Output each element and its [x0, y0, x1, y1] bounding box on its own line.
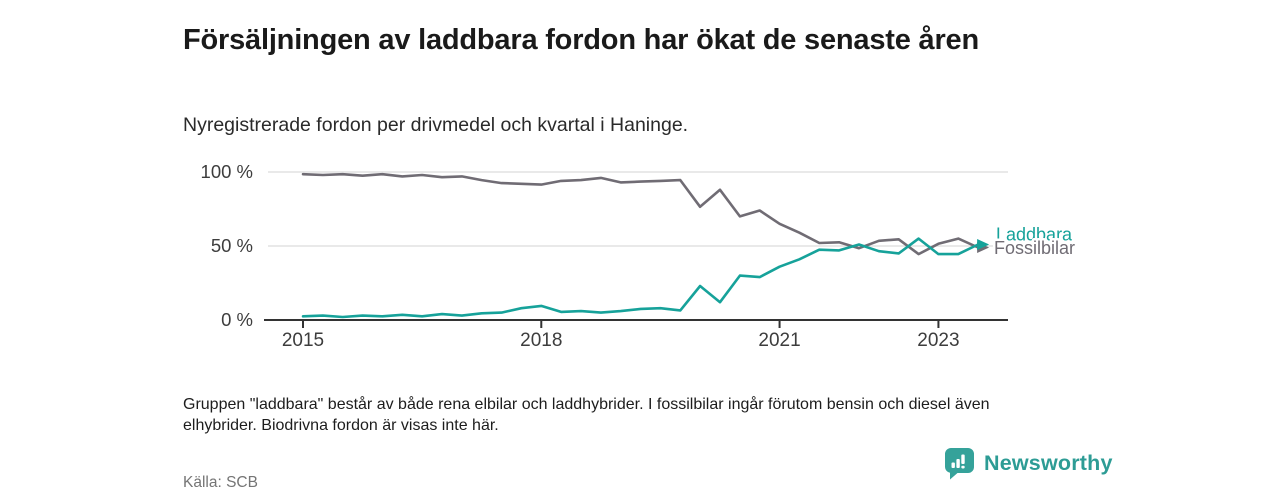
chart-footnote: Gruppen "laddbara" består av både rena e…	[183, 396, 990, 434]
series-line-laddbara	[301, 237, 980, 319]
source-attribution: Källa: SCB	[183, 473, 258, 491]
newsworthy-wordmark: Newsworthy	[984, 450, 1113, 475]
y-axis-tick-label: 0 %	[221, 309, 253, 330]
infographic-card: { "header": { "title": "Försäljningen av…	[180, 24, 1113, 491]
series-end-arrow-laddbara	[977, 239, 990, 251]
y-axis-tick-label: 50 %	[211, 235, 253, 256]
page-title: Försäljningen av laddbara fordon har öka…	[183, 24, 979, 57]
x-axis-tick-label: 2015	[282, 330, 324, 351]
page-subtitle: Nyregistrerade fordon per drivmedel och …	[183, 113, 689, 136]
x-axis-tick-label: 2023	[917, 330, 959, 351]
series-label-laddbara: Laddbara	[996, 225, 1073, 245]
x-axis-tick-label: 2021	[758, 330, 800, 351]
x-axis-tick-label: 2018	[520, 330, 562, 351]
series-label-fossilbilar: Fossilbilar	[994, 238, 1075, 258]
series-line-fossilbilar	[301, 172, 980, 256]
chart-svg: 0 % 50 % 100 % 2015 2018 2021 2023 LaddbaraFoss…	[201, 161, 1078, 351]
newsworthy-logo: Newsworthy	[944, 446, 1113, 480]
bar-chart-bubble-icon	[945, 447, 974, 479]
y-axis-tick-label: 100 %	[201, 161, 253, 182]
line-chart: 0 % 50 % 100 % 2015 2018 2021 2023 Laddbara Foss…	[180, 150, 1080, 365]
